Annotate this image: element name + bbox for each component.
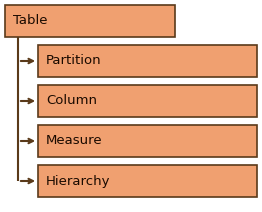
Text: Hierarchy: Hierarchy [46, 174, 111, 187]
Text: Partition: Partition [46, 54, 102, 67]
Text: Column: Column [46, 95, 97, 107]
FancyBboxPatch shape [38, 45, 257, 77]
FancyBboxPatch shape [38, 125, 257, 157]
FancyBboxPatch shape [38, 85, 257, 117]
Text: Measure: Measure [46, 134, 103, 148]
FancyBboxPatch shape [38, 165, 257, 197]
Text: Table: Table [13, 14, 47, 28]
FancyBboxPatch shape [5, 5, 175, 37]
